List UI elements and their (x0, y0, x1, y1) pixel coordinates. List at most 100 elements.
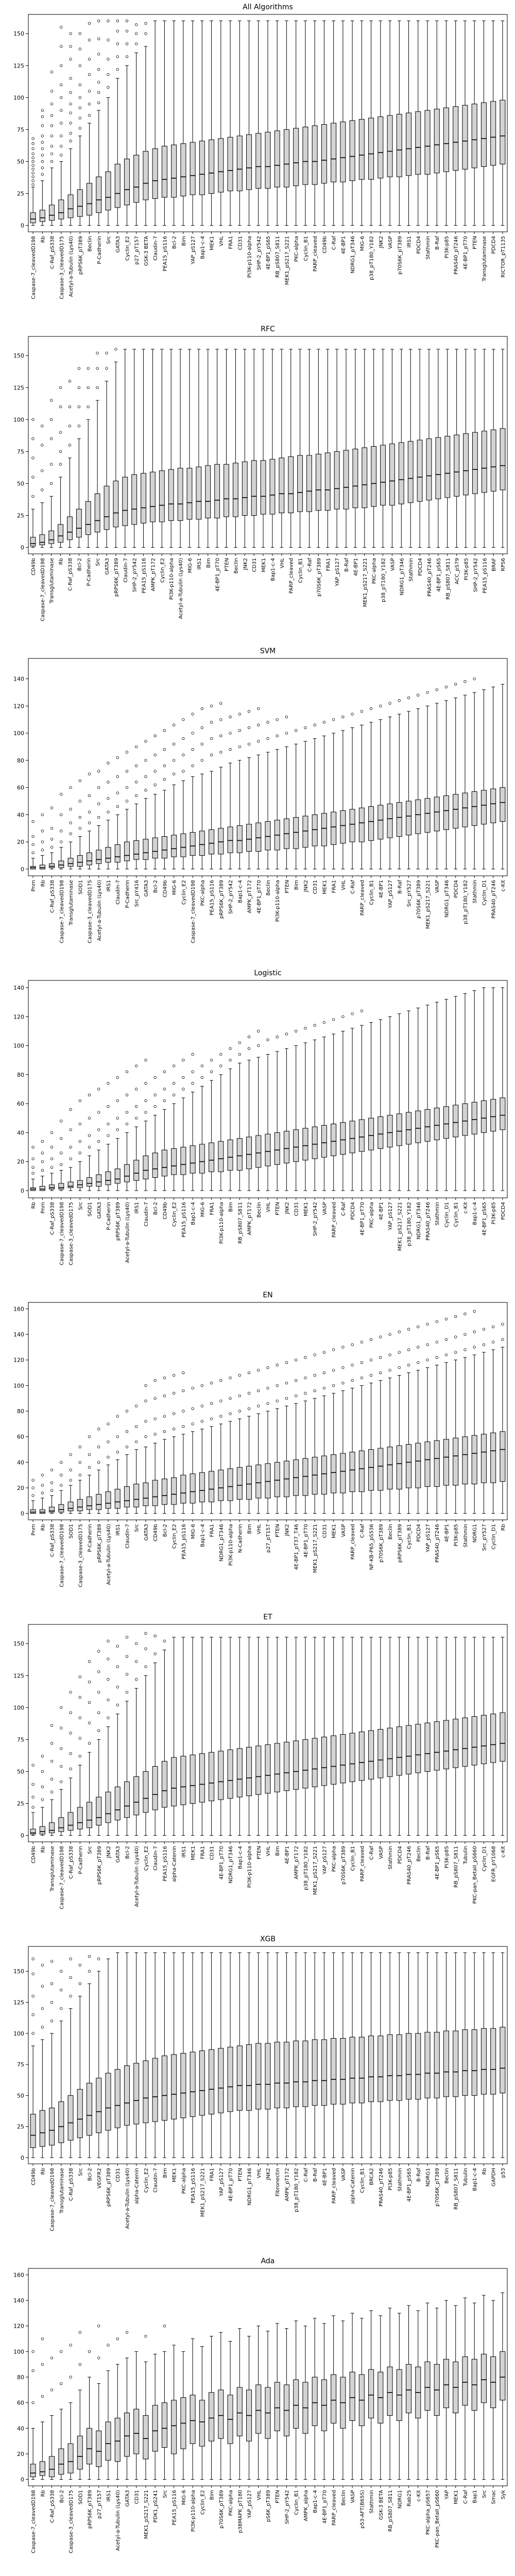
box-iqr (255, 2043, 262, 2110)
x-tick-label: Src (162, 2490, 168, 2498)
x-tick-label: PKC-alpha (181, 2168, 187, 2194)
outlier-point (313, 1024, 316, 1027)
outlier-point (341, 1346, 345, 1349)
x-tick-label: PI3K-p110-alpha (169, 558, 175, 600)
outlier-point (116, 1703, 119, 1707)
box-2 (49, 71, 55, 226)
box-iqr (58, 1817, 64, 1832)
outlier-point (200, 707, 204, 710)
box-28 (293, 1029, 299, 1191)
y-tick-label: 0 (21, 1511, 24, 1517)
x-tick-label: Rb (40, 236, 46, 243)
outlier-point (369, 1338, 373, 1341)
box-33 (334, 349, 340, 548)
box-49 (490, 1325, 496, 1514)
box-50 (500, 987, 506, 1191)
x-tick-label: 4E-BP1_pS65 (435, 1846, 440, 1880)
x-tick-label: MEK1_pS217_S221 (284, 236, 290, 285)
outlier-point (182, 770, 185, 773)
box-37 (371, 349, 377, 548)
box-iqr (462, 1717, 468, 1767)
box-26 (269, 349, 276, 548)
box-iqr (453, 1437, 459, 1486)
box-34 (349, 713, 355, 870)
box-37 (377, 1335, 384, 1514)
box-iqr (209, 1752, 215, 1802)
outlier-point (247, 1407, 251, 1410)
x-tick-label: Beclin (341, 2490, 347, 2505)
box-34 (349, 1343, 355, 1514)
outlier-point (107, 1657, 110, 1660)
box-9 (114, 1415, 121, 1514)
outlier-point (41, 1798, 44, 1801)
outlier-point (88, 1134, 91, 1137)
box-0 (30, 1145, 36, 1191)
x-tick-label: VASP (341, 1524, 347, 1537)
outlier-point (247, 726, 251, 730)
x-tick-label: p70S6K_pT389 (379, 1524, 384, 1563)
x-tick-label: C-Raf_pS338 (50, 1524, 56, 1557)
chart-title: RFC (261, 325, 275, 333)
box-24 (255, 1952, 262, 2158)
outlier-point (50, 2357, 54, 2360)
box-iqr (209, 829, 215, 855)
box-iqr (462, 2356, 468, 2406)
box-32 (331, 2315, 337, 2480)
x-tick-label: Syk (501, 2490, 506, 2499)
outlier-point (78, 2331, 81, 2334)
box-iqr (396, 1113, 402, 1146)
chart-title: XGB (260, 1935, 276, 1943)
x-tick-label: Cyclin_B1 (369, 880, 375, 905)
x-tick-label: Src_pY527 (407, 880, 413, 907)
box-iqr (190, 2052, 196, 2117)
outlier-point (41, 1963, 44, 1967)
outlier-point (116, 1415, 119, 1418)
x-tick-label: YAP (444, 2490, 450, 2500)
box-42 (424, 1637, 431, 1836)
outlier-point (200, 1076, 204, 1079)
box-29 (302, 1027, 308, 1191)
outlier-point (219, 1053, 222, 1056)
outlier-point (50, 1145, 54, 1149)
x-tick-label: MEK1 (210, 236, 215, 250)
x-tick-label: MEK1_pS217_S221 (144, 2490, 149, 2539)
box-iqr (471, 791, 477, 826)
x-tick-label: Rb (31, 1202, 37, 1209)
x-tick-label: Acetyl-a-Tubulin (Lys40) (115, 2490, 121, 2551)
outlier-point (97, 1461, 100, 1464)
y-tick-label: 0 (21, 2477, 24, 2483)
box-iqr (340, 122, 346, 182)
x-tick-label: p27_pT157 (266, 1524, 271, 1553)
outlier-point (501, 1338, 504, 1341)
x-tick-label: AMPK_pT172 (284, 2168, 290, 2201)
outlier-point (60, 122, 63, 125)
outlier-point (163, 1430, 166, 1433)
box-35 (358, 2318, 365, 2480)
x-tick-label: PDCD4 (418, 558, 423, 576)
box-iqr (227, 1139, 233, 1171)
box-3 (58, 2350, 64, 2480)
outlier-point (144, 789, 147, 792)
x-tick-label: Claudin-7 (153, 1846, 159, 1871)
x-tick-label: RB_pS807_S811 (454, 2168, 459, 2210)
box-16 (180, 20, 186, 226)
x-tick-label: PARP_cleaved (289, 558, 295, 594)
box-50 (500, 684, 506, 870)
box-iqr (96, 1494, 102, 1510)
box-iqr (302, 1128, 308, 1161)
x-tick-label: PEA15_pS116 (172, 2490, 178, 2526)
outlier-point (247, 1036, 251, 1039)
outlier-point (266, 721, 269, 724)
outlier-point (238, 729, 241, 732)
outlier-point (87, 367, 90, 370)
box-iqr (283, 1741, 289, 1791)
axes-frame (28, 980, 508, 1198)
outlier-point (426, 691, 429, 694)
box-iqr (246, 824, 252, 852)
x-tick-label: PTEN (472, 236, 478, 249)
outlier-point (107, 58, 110, 61)
x-tick-label: PRAS40_pT246 (379, 2168, 384, 2207)
x-tick-label: MEK1_pS217_S221 (425, 880, 431, 929)
x-tick-label: B-Raf (313, 2168, 318, 2182)
outlier-point (464, 1348, 467, 1351)
